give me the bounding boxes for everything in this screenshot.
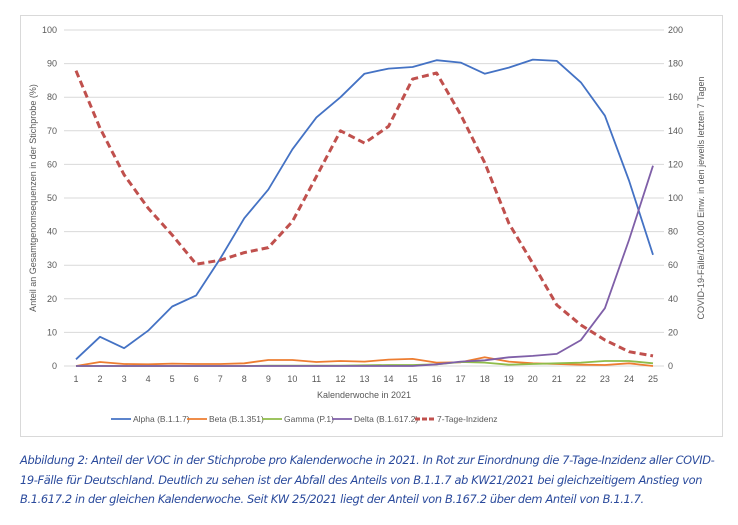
x-tick-label: 10 <box>287 374 297 384</box>
gridlines <box>64 29 664 367</box>
y-left-tick-label: 100 <box>42 25 57 35</box>
legend: Alpha (B.1.1.7) Beta (B.1.351) Gamma (P.1)… <box>111 414 497 424</box>
y-right-tick-label: 60 <box>668 260 678 270</box>
x-tick-label: 24 <box>624 374 634 384</box>
y-right-tick-label: 200 <box>668 25 683 35</box>
x-tick-label: 5 <box>170 374 175 384</box>
y-right-tick-label: 180 <box>668 59 683 69</box>
y-right-tick-label: 40 <box>668 294 678 304</box>
y-left-tick-label: 30 <box>47 260 57 270</box>
x-tick-label: 11 <box>312 374 321 384</box>
y-left-tick-label: 80 <box>47 92 57 102</box>
y-right-tick-label: 100 <box>668 193 683 203</box>
series-line-delta <box>76 165 654 367</box>
y-left-tick-label: 0 <box>52 361 57 371</box>
y-right-tick-label: 20 <box>668 327 678 337</box>
x-tick-label: 1 <box>73 374 78 384</box>
x-tick-label: 8 <box>242 374 247 384</box>
y-right-tick-label: 160 <box>668 92 683 102</box>
x-tick-label: 9 <box>266 374 271 384</box>
y-left-tick-label: 90 <box>47 59 57 69</box>
x-tick-label: 4 <box>146 374 151 384</box>
legend-label: Alpha (B.1.1.7) <box>133 414 190 424</box>
series-lines <box>74 58 654 367</box>
y-right-tick-label: 120 <box>668 159 683 169</box>
x-tick-label: 19 <box>504 374 514 384</box>
series-line-alpha <box>75 58 654 360</box>
x-tick-label: 3 <box>122 374 127 384</box>
y-left-tick-label: 40 <box>47 227 57 237</box>
x-tick-label: 15 <box>408 374 418 384</box>
y-left-tick-label: 50 <box>47 193 57 203</box>
y-axis-right-label: COVID-19-Fälle/100.000 Einw. in den jewe… <box>696 77 706 320</box>
legend-label: Beta (B.1.351) <box>209 414 264 424</box>
legend-label: Delta (B.1.617.2) <box>354 414 418 424</box>
figure-caption: Abbildung 2: Anteil der VOC in der Stich… <box>20 453 715 506</box>
x-tick-label: 16 <box>432 374 442 384</box>
x-axis-label: Kalenderwoche in 2021 <box>317 390 411 400</box>
y-right-tick-label: 80 <box>668 227 678 237</box>
x-tick-label: 2 <box>98 374 103 384</box>
x-tick-label: 17 <box>456 374 466 384</box>
x-tick-label: 6 <box>194 374 199 384</box>
legend-label: 7-Tage-Inzidenz <box>437 414 497 424</box>
series-line-7-tage-inzidenz <box>74 70 654 358</box>
x-tick-label: 25 <box>648 374 658 384</box>
y-left-tick-label: 60 <box>47 159 57 169</box>
y-right-tick-label: 0 <box>668 361 673 371</box>
x-tick-label: 21 <box>552 374 562 384</box>
x-tick-label: 22 <box>576 374 586 384</box>
y-left-tick-label: 70 <box>47 126 57 136</box>
x-tick-label: 23 <box>600 374 610 384</box>
chart-frame <box>20 15 723 437</box>
x-tick-label: 14 <box>384 374 394 384</box>
y-right-tick-label: 140 <box>668 126 683 136</box>
x-tick-label: 7 <box>218 374 223 384</box>
legend-label: Gamma (P.1) <box>284 414 334 424</box>
x-tick-label: 18 <box>480 374 490 384</box>
y-axis-left-label: Anteil an Gesamtgenomsequenzen in der St… <box>28 84 38 312</box>
x-tick-label: 12 <box>335 374 345 384</box>
x-tick-label: 20 <box>528 374 538 384</box>
y-left-tick-label: 20 <box>47 294 57 304</box>
x-tick-label: 13 <box>359 374 369 384</box>
y-left-tick-label: 10 <box>47 327 57 337</box>
